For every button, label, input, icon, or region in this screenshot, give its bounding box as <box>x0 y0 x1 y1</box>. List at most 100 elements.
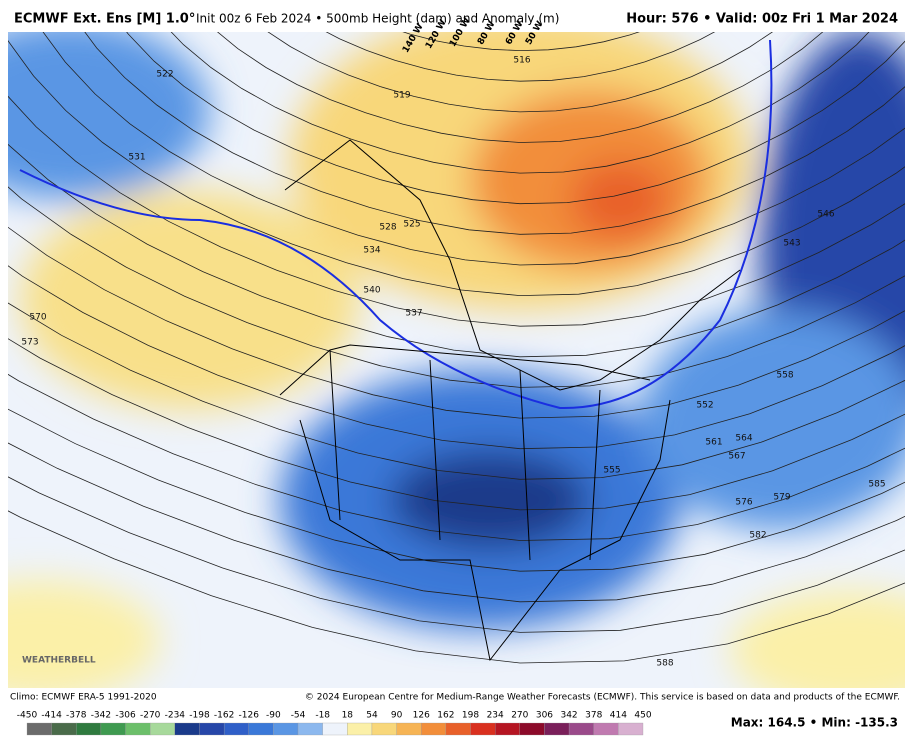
colorbar-swatch <box>248 722 274 736</box>
colorbar-swatch <box>297 722 323 736</box>
colorbar-label: 90 <box>391 711 403 721</box>
contour-label: 516 <box>513 56 530 66</box>
colorbar-label: 342 <box>560 711 577 721</box>
contour-label: 579 <box>773 493 790 503</box>
contour-label: 555 <box>603 466 620 476</box>
contour <box>402 32 640 52</box>
contour <box>8 265 905 450</box>
contour-label: 573 <box>21 338 38 348</box>
colorbar: -450 -414 -378 -342 -306 -270 -234 -198 -162 -126… <box>17 711 652 736</box>
colorbar-swatch <box>618 722 644 736</box>
colorbar-label: -378 <box>66 711 87 721</box>
contour-label: 585 <box>868 480 885 490</box>
contour-label: 567 <box>728 452 745 462</box>
colorbar-swatch <box>568 722 594 736</box>
contour <box>8 302 905 480</box>
valid-time: Hour: 576 • Valid: 00z Fri 1 Mar 2024 <box>626 12 898 27</box>
colorbar-label: 198 <box>462 711 479 721</box>
contour <box>8 408 905 572</box>
contour-label: 528 <box>379 223 396 233</box>
colorbar-swatch <box>519 722 545 736</box>
colorbar-label: -198 <box>189 711 210 721</box>
colorbar-label: -90 <box>266 711 281 721</box>
colorbar-label: -306 <box>115 711 136 721</box>
contour <box>8 476 905 633</box>
copyright: © 2024 European Centre for Medium-Range … <box>305 693 900 703</box>
contour-label: 531 <box>128 153 145 163</box>
colorbar-label: -162 <box>214 711 234 721</box>
contour <box>8 95 905 327</box>
contour <box>8 373 905 541</box>
contour-label: 561 <box>705 438 722 448</box>
colorbar-swatch <box>470 722 496 736</box>
contour-label: 576 <box>735 498 752 508</box>
contour-label: 552 <box>696 401 713 411</box>
colorbar-label: -18 <box>315 711 330 721</box>
colorbar-label: 306 <box>536 711 553 721</box>
colorbar-swatch <box>593 722 619 736</box>
logo: WEATHERBELL <box>22 656 96 666</box>
contour-label: 534 <box>363 246 380 256</box>
contour <box>8 510 905 664</box>
colorbar-swatch <box>223 722 249 736</box>
contour <box>8 226 905 419</box>
colorbar-label: 234 <box>487 711 504 721</box>
colorbar-label: 450 <box>634 711 651 721</box>
subtitle: Init 00z 6 Feb 2024 • 500mb Height (dam)… <box>196 12 559 26</box>
contour-label: 558 <box>776 371 793 381</box>
colorbar-swatch <box>51 722 77 736</box>
colorbar-swatch <box>322 722 348 736</box>
colorbar-swatch <box>125 722 151 736</box>
contour <box>126 32 905 205</box>
colorbar-label: -54 <box>291 711 306 721</box>
height-contours <box>8 32 905 664</box>
colorbar-swatch <box>199 722 225 736</box>
contour-label: 564 <box>735 434 752 444</box>
colorbar-swatch <box>273 722 299 736</box>
contour <box>8 186 905 388</box>
contour-label: 522 <box>156 70 173 80</box>
contour <box>84 32 905 235</box>
contour <box>170 32 870 174</box>
contour <box>8 40 905 297</box>
map <box>8 32 905 688</box>
contour <box>325 32 716 82</box>
contour <box>8 143 905 358</box>
contour-label: 537 <box>405 309 422 319</box>
540-line <box>19 39 773 410</box>
colorbar-label: 414 <box>610 711 627 721</box>
boundaries <box>279 139 741 662</box>
colorbar-swatch <box>150 722 175 736</box>
colorbar-label: -342 <box>91 711 111 721</box>
colorbar-label: -450 <box>17 711 38 721</box>
climo: Climo: ECMWF ERA-5 1991-2020 <box>10 693 157 703</box>
contour-label: 588 <box>656 659 673 669</box>
colorbar-swatch <box>174 722 200 736</box>
contour-label: 582 <box>749 531 766 541</box>
colorbar-label: -270 <box>140 711 161 721</box>
contour <box>42 32 905 266</box>
contour <box>8 442 905 603</box>
colorbar-swatch <box>100 722 126 736</box>
colorbar-label: -414 <box>41 711 62 721</box>
contour <box>8 338 905 511</box>
contour-label: 546 <box>817 210 834 220</box>
contour <box>267 32 774 113</box>
colorbar-label: 270 <box>511 711 528 721</box>
colorbar-swatch <box>544 722 570 736</box>
colorbar-swatch <box>495 722 520 736</box>
colorbar-label: 378 <box>585 711 602 721</box>
contour-labels: 522 531 570 573 528 525 534 540 537 519 516 543 546 5… <box>21 56 885 669</box>
colorbar-swatch <box>347 722 373 736</box>
colorbar-label: 54 <box>366 711 378 721</box>
colorbar-label: 126 <box>413 711 430 721</box>
colorbar-label: 162 <box>437 711 454 721</box>
contour-label: 525 <box>403 220 420 230</box>
colorbar-swatch <box>445 722 471 736</box>
colorbar-swatch <box>396 722 422 736</box>
colorbar-swatch <box>26 722 52 736</box>
colorbar-swatch <box>76 722 102 736</box>
title: ECMWF Ext. Ens [M] 1.0° <box>14 12 195 27</box>
colorbar-label: -234 <box>165 711 186 721</box>
